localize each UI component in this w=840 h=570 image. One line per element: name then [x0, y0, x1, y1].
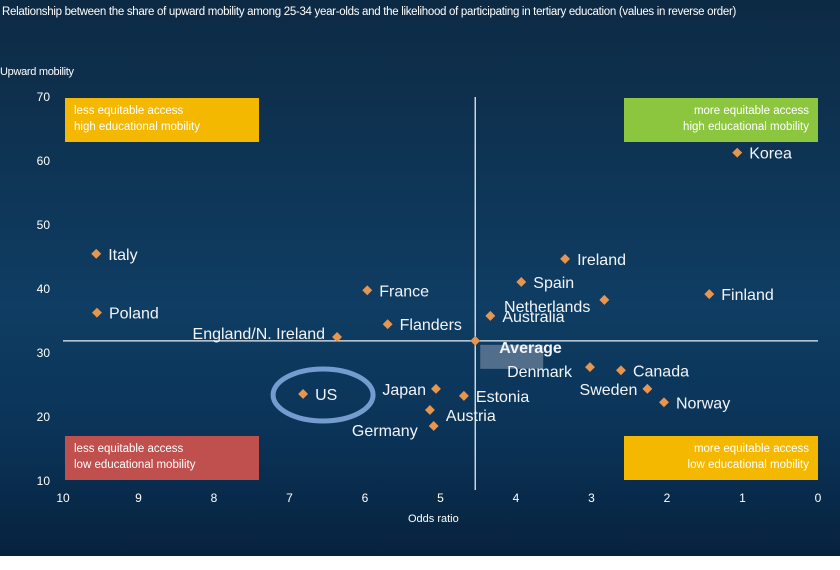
data-point [516, 277, 527, 287]
data-label: Germany [352, 423, 418, 440]
data-label: Poland [109, 306, 159, 323]
quadrant-line1: less equitable access [74, 443, 184, 455]
average-shade [480, 344, 544, 369]
x-tick-label: 0 [815, 491, 822, 505]
y-tick-label: 30 [37, 346, 51, 360]
x-axis-label: Odds ratio [408, 513, 459, 525]
y-tick-label: 60 [37, 154, 51, 168]
data-label: Spain [533, 275, 574, 292]
data-point [362, 285, 373, 296]
quadrant-line1: more equitable access [693, 105, 809, 117]
data-point [560, 253, 571, 264]
x-tick-label: 6 [362, 491, 369, 505]
data-point [458, 390, 469, 401]
y-tick-label: 10 [37, 474, 51, 488]
x-tick-label: 5 [437, 491, 444, 505]
data-point [92, 307, 102, 318]
quadrant-bottom-right: more equitable access low educational mob… [624, 436, 818, 480]
x-tick-label: 2 [664, 491, 671, 505]
data-point [585, 362, 595, 373]
data-point [382, 319, 393, 330]
quadrant-line2: high educational mobility [683, 121, 809, 133]
x-tick-label: 1 [739, 491, 746, 505]
x-tick-label: 8 [211, 491, 218, 505]
chart-title: Relationship between the share of upward… [2, 6, 737, 18]
data-label: England/N. Ireland [193, 326, 326, 343]
data-label: Netherlands [504, 299, 590, 316]
data-point [91, 248, 102, 259]
y-tick-label: 70 [37, 90, 51, 104]
data-point [298, 389, 309, 399]
data-point [599, 294, 610, 305]
x-tick-label: 9 [135, 491, 142, 505]
data-label: Average [499, 340, 562, 357]
scatter-plot: 10 9 8 7 6 5 4 3 2 1 070605040302010KoreaItalyPola… [37, 90, 822, 505]
data-label: Flanders [400, 317, 462, 334]
data-label: Norway [676, 395, 730, 412]
quadrant-line2: low educational mobility [687, 459, 809, 471]
quadrant-bottom-left: less equitable access low educational mob… [65, 436, 259, 480]
quadrant-top-right: more equitable access high educational mo… [624, 98, 818, 142]
data-point [642, 383, 653, 394]
data-label: Ireland [577, 252, 626, 269]
data-label: Korea [749, 146, 792, 163]
highlight-ellipse [270, 366, 376, 424]
data-label: Finland [721, 287, 773, 304]
data-point [615, 365, 626, 376]
chart-area: Relationship between the share of upward… [0, 0, 840, 556]
data-point [470, 335, 481, 346]
data-label: US [315, 387, 337, 404]
x-tick-label: 3 [588, 491, 595, 505]
data-label: Italy [108, 247, 137, 264]
data-point [659, 397, 669, 408]
quadrant-line2: low educational mobility [74, 459, 196, 471]
data-label: Australia [502, 309, 564, 326]
data-point [428, 421, 439, 431]
y-tick-label: 20 [37, 410, 51, 424]
data-label: Denmark [507, 364, 573, 381]
data-point [732, 147, 743, 158]
data-point [485, 310, 496, 321]
quadrant-line1: less equitable access [74, 105, 184, 117]
data-point [424, 405, 435, 415]
y-axis-label: Upward mobility [0, 66, 74, 78]
quadrant-line2: high educational mobility [74, 121, 200, 133]
data-label: Japan [382, 382, 426, 399]
data-label: Estonia [476, 389, 529, 406]
quadrant-line1: more equitable access [693, 443, 809, 455]
quadrant-top-left: less equitable access high educational mo… [65, 98, 259, 142]
data-point [431, 383, 441, 394]
data-label: Sweden [580, 382, 638, 399]
data-label: Canada [633, 363, 689, 380]
x-tick-label: 4 [513, 491, 520, 505]
x-tick-label: 10 [56, 491, 70, 505]
data-label: Austria [446, 408, 496, 425]
data-point [332, 332, 343, 342]
y-tick-label: 40 [37, 282, 51, 296]
data-label: France [379, 283, 429, 300]
y-tick-label: 50 [37, 218, 51, 232]
data-point [704, 289, 715, 300]
x-tick-label: 7 [286, 491, 293, 505]
